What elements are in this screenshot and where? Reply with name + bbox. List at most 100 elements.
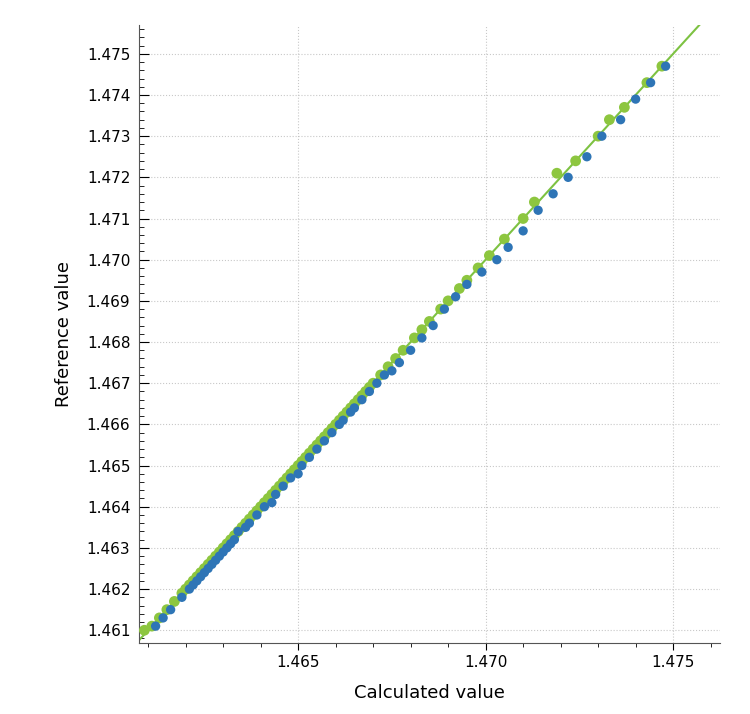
- Point: [550, 168, 562, 179]
- X-axis label: Calculated value: Calculated value: [354, 684, 505, 702]
- Point: [660, 61, 672, 72]
- Point: [190, 575, 202, 586]
- Point: [183, 583, 195, 595]
- Point: [326, 427, 338, 438]
- Point: [277, 481, 289, 492]
- Point: [389, 353, 401, 364]
- Point: [243, 518, 255, 529]
- Point: [209, 555, 222, 566]
- Point: [239, 518, 251, 529]
- Point: [194, 571, 206, 583]
- Point: [460, 278, 472, 290]
- Point: [344, 406, 356, 418]
- Point: [206, 558, 218, 570]
- Point: [303, 451, 315, 463]
- Point: [416, 324, 428, 336]
- Point: [262, 493, 274, 504]
- Point: [285, 468, 297, 480]
- Point: [580, 151, 592, 163]
- Point: [640, 77, 652, 89]
- Point: [547, 188, 559, 199]
- Point: [404, 345, 416, 356]
- Point: [153, 612, 165, 623]
- Point: [232, 526, 244, 537]
- Point: [603, 114, 615, 126]
- Point: [337, 411, 349, 422]
- Point: [397, 345, 409, 356]
- Point: [232, 526, 244, 537]
- Point: [408, 332, 420, 343]
- Point: [299, 451, 312, 463]
- Point: [176, 588, 188, 599]
- Point: [318, 431, 330, 443]
- Point: [427, 320, 439, 331]
- Point: [176, 592, 188, 603]
- Point: [285, 472, 297, 483]
- Point: [160, 604, 172, 615]
- Y-axis label: Reference value: Reference value: [55, 261, 73, 407]
- Point: [518, 213, 530, 224]
- Point: [307, 443, 319, 455]
- Point: [629, 94, 641, 105]
- Point: [209, 550, 222, 562]
- Point: [348, 398, 360, 410]
- Point: [386, 365, 398, 376]
- Point: [198, 567, 210, 578]
- Point: [518, 225, 530, 236]
- Point: [225, 538, 237, 550]
- Point: [528, 196, 540, 208]
- Point: [490, 254, 502, 266]
- Point: [442, 295, 454, 306]
- Point: [296, 460, 307, 471]
- Point: [472, 262, 484, 273]
- Point: [562, 171, 574, 183]
- Point: [476, 266, 488, 278]
- Point: [310, 443, 322, 455]
- Point: [326, 423, 338, 434]
- Point: [168, 595, 180, 607]
- Point: [592, 131, 604, 142]
- Point: [190, 571, 202, 583]
- Point: [179, 583, 191, 595]
- Point: [360, 386, 372, 397]
- Point: [322, 427, 334, 438]
- Point: [378, 369, 390, 381]
- Point: [202, 563, 214, 574]
- Point: [393, 357, 405, 368]
- Point: [438, 303, 450, 315]
- Point: [220, 542, 232, 553]
- Point: [368, 378, 379, 389]
- Point: [318, 435, 330, 446]
- Point: [656, 61, 668, 72]
- Point: [239, 522, 251, 533]
- Point: [288, 464, 300, 476]
- Point: [449, 291, 461, 303]
- Point: [502, 241, 514, 253]
- Point: [498, 233, 510, 245]
- Point: [236, 522, 248, 533]
- Point: [187, 579, 199, 590]
- Point: [569, 155, 581, 166]
- Point: [202, 558, 214, 570]
- Point: [149, 620, 162, 632]
- Point: [225, 534, 237, 545]
- Point: [303, 448, 315, 459]
- Point: [363, 381, 375, 393]
- Point: [423, 316, 435, 327]
- Point: [344, 402, 356, 413]
- Point: [198, 563, 210, 574]
- Point: [228, 530, 240, 541]
- Point: [352, 394, 364, 406]
- Point: [277, 476, 289, 488]
- Point: [618, 101, 630, 113]
- Point: [243, 513, 255, 525]
- Point: [213, 550, 225, 562]
- Point: [596, 131, 608, 142]
- Point: [356, 394, 368, 406]
- Point: [220, 538, 232, 550]
- Point: [483, 250, 495, 261]
- Point: [206, 555, 218, 566]
- Point: [266, 497, 278, 508]
- Point: [292, 468, 304, 480]
- Point: [363, 386, 375, 397]
